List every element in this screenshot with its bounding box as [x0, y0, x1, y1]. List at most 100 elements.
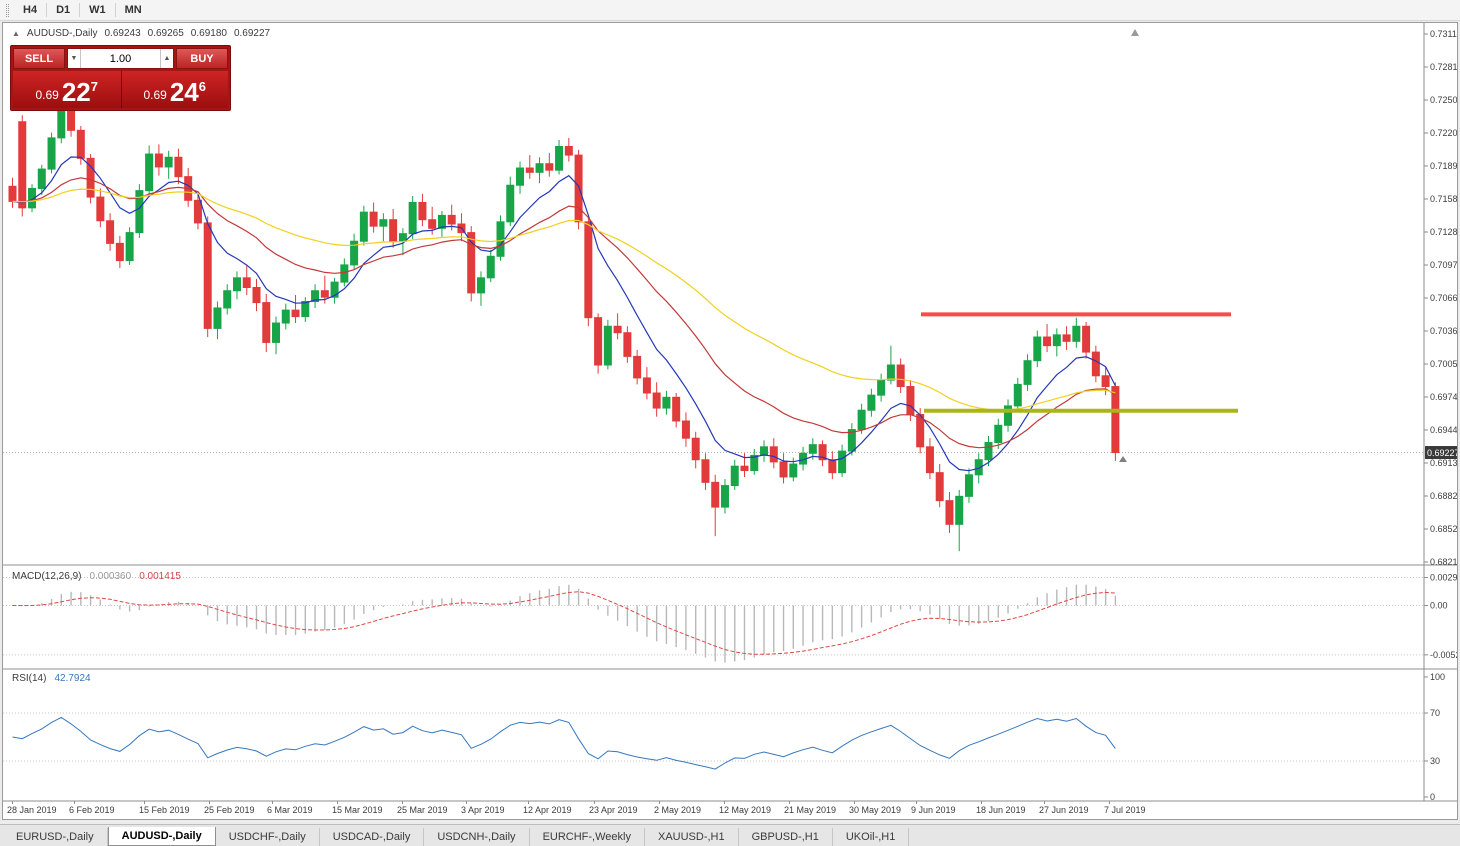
- svg-text:25 Feb 2019: 25 Feb 2019: [204, 805, 255, 815]
- volume-increase-button[interactable]: ▲: [160, 49, 173, 68]
- svg-text:12 Apr 2019: 12 Apr 2019: [523, 805, 572, 815]
- sell-price-point: 7: [90, 79, 98, 94]
- bid-ask-display: 0.69 22 7 0.69 24 6: [13, 71, 228, 108]
- svg-text:30: 30: [1430, 756, 1440, 766]
- sell-button[interactable]: SELL: [13, 48, 65, 69]
- svg-text:0.69745: 0.69745: [1430, 392, 1457, 402]
- macd-panel[interactable]: 0.00298 0.00 -0.00525: [3, 572, 1457, 663]
- buy-price-pips: 24: [169, 77, 199, 107]
- rsi-panel[interactable]: 100 70 30 0: [3, 672, 1445, 802]
- timeframe-button-d1[interactable]: D1: [56, 4, 71, 16]
- moving-averages-layer: [12, 156, 1116, 472]
- volume-input[interactable]: [81, 49, 160, 68]
- chart-tab-gbpusd-h1[interactable]: GBPUSD-,H1: [739, 828, 833, 846]
- svg-text:0.00: 0.00: [1430, 601, 1448, 611]
- chart-tab-xauusd-h1[interactable]: XAUUSD-,H1: [645, 828, 739, 846]
- svg-text:70: 70: [1430, 708, 1440, 718]
- object-lines-layer[interactable]: [921, 312, 1238, 413]
- toolbar-separator: [114, 3, 116, 17]
- ohlc-open: 0.69243: [104, 28, 141, 39]
- macd-name: MACD(12,26,9): [12, 571, 82, 582]
- svg-text:0.71585: 0.71585: [1430, 194, 1457, 204]
- macd-panel-label: MACD(12,26,9) 0.000360 0.001415: [12, 571, 181, 582]
- one-click-trading-widget: SELL ▼ ▲ BUY 0.69 22 7 0.69 24 6: [10, 45, 231, 111]
- svg-text:23 Apr 2019: 23 Apr 2019: [589, 805, 638, 815]
- bid-price-line: 0.69227: [3, 446, 1457, 462]
- chart-tab-usdcnh-daily[interactable]: USDCNH-,Daily: [424, 828, 530, 846]
- svg-text:15 Feb 2019: 15 Feb 2019: [139, 805, 190, 815]
- svg-text:30 May 2019: 30 May 2019: [849, 805, 901, 815]
- chart-tab-bar: EURUSD-,Daily AUDUSD-,Daily USDCHF-,Daily U…: [0, 824, 1460, 846]
- rsi-name: RSI(14): [12, 673, 47, 684]
- svg-text:-0.00525: -0.00525: [1430, 650, 1457, 660]
- ohlc-high: 0.69265: [147, 28, 184, 39]
- svg-text:27 Jun 2019: 27 Jun 2019: [1039, 805, 1089, 815]
- sell-price[interactable]: 0.69 22 7: [13, 71, 121, 108]
- rsi-panel-label: RSI(14) 42.7924: [12, 673, 91, 684]
- grid-layer: [3, 23, 1457, 802]
- svg-text:0.73115: 0.73115: [1430, 29, 1457, 39]
- timeframe-button-mn[interactable]: MN: [124, 4, 142, 16]
- svg-text:12 May 2019: 12 May 2019: [719, 805, 771, 815]
- svg-text:100: 100: [1430, 672, 1445, 682]
- buy-button[interactable]: BUY: [176, 48, 228, 69]
- macd-signal-value: 0.001415: [139, 571, 181, 582]
- svg-text:15 Mar 2019: 15 Mar 2019: [332, 805, 383, 815]
- volume-decrease-button[interactable]: ▼: [68, 49, 81, 68]
- date-axis[interactable]: 28 Jan 2019 6 Feb 2019 15 Feb 2019 25 Feb 2…: [7, 801, 1146, 815]
- svg-text:25 Mar 2019: 25 Mar 2019: [397, 805, 448, 815]
- svg-text:0.69227: 0.69227: [1427, 448, 1457, 458]
- toolbar-drag-handle[interactable]: [6, 3, 9, 17]
- rsi-value: 42.7924: [54, 673, 91, 684]
- svg-text:21 May 2019: 21 May 2019: [784, 805, 836, 815]
- svg-text:2 May 2019: 2 May 2019: [654, 805, 701, 815]
- svg-text:0.72505: 0.72505: [1430, 95, 1457, 105]
- chart-tab-ukoil-h1[interactable]: UKOil-,H1: [833, 828, 910, 846]
- svg-text:18 Jun 2019: 18 Jun 2019: [976, 805, 1026, 815]
- buy-price-prefix: 0.69: [143, 88, 167, 102]
- svg-text:7 Jul 2019: 7 Jul 2019: [1104, 805, 1146, 815]
- autoscroll-marker-icon[interactable]: [1131, 29, 1139, 36]
- svg-text:0: 0: [1430, 792, 1435, 802]
- chart-tab-eurusd-daily[interactable]: EURUSD-,Daily: [3, 828, 108, 846]
- macd-main-value: 0.000360: [89, 571, 132, 582]
- svg-text:0.70665: 0.70665: [1430, 293, 1457, 303]
- chart-info-line: ▲ AUDUSD-,Daily 0.69243 0.69265 0.69180 …: [12, 28, 270, 39]
- one-click-collapse-icon[interactable]: ▲: [12, 29, 20, 38]
- candlesticks-layer: [8, 104, 1120, 552]
- buy-price-point: 6: [198, 79, 206, 94]
- timeframe-button-h4[interactable]: H4: [23, 4, 38, 16]
- svg-text:0.00298: 0.00298: [1430, 572, 1457, 582]
- svg-text:6 Feb 2019: 6 Feb 2019: [69, 805, 115, 815]
- timeframe-toolbar: H4 D1 W1 MN: [0, 0, 1460, 21]
- ohlc-close: 0.69227: [233, 28, 271, 39]
- volume-box: ▼ ▲: [67, 48, 174, 69]
- buy-price[interactable]: 0.69 24 6: [120, 71, 229, 108]
- chart-tab-usdcad-daily[interactable]: USDCAD-,Daily: [320, 828, 425, 846]
- chart-tab-usdchf-daily[interactable]: USDCHF-,Daily: [216, 828, 320, 846]
- timeframe-button-w1[interactable]: W1: [89, 4, 106, 16]
- chart-tab-audusd-daily[interactable]: AUDUSD-,Daily: [107, 827, 216, 846]
- svg-text:0.68825: 0.68825: [1430, 491, 1457, 501]
- ohlc-low: 0.69180: [190, 28, 227, 39]
- sell-price-pips: 22: [61, 77, 91, 107]
- svg-text:9 Jun 2019: 9 Jun 2019: [911, 805, 956, 815]
- chart-symbol-period: AUDUSD-,Daily: [26, 28, 98, 39]
- svg-text:6 Mar 2019: 6 Mar 2019: [267, 805, 313, 815]
- chart-tab-eurchf-weekly[interactable]: EURCHF-,Weekly: [530, 828, 645, 846]
- svg-text:3 Apr 2019: 3 Apr 2019: [461, 805, 505, 815]
